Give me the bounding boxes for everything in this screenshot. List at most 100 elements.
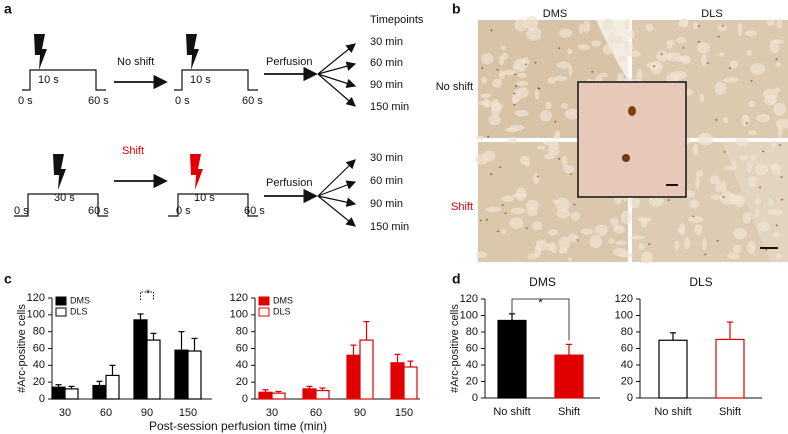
texture	[485, 206, 502, 212]
texture	[501, 204, 504, 206]
error-bar	[109, 364, 116, 376]
texture	[723, 165, 735, 171]
texture	[563, 164, 574, 174]
texture	[525, 199, 539, 211]
texture	[480, 93, 492, 99]
texture	[568, 65, 573, 77]
y-tick-label: 0	[242, 393, 248, 405]
texture	[608, 31, 615, 45]
texture	[573, 203, 576, 206]
texture	[560, 103, 569, 109]
texture	[667, 52, 672, 59]
x-tick-label: No shift	[493, 406, 530, 418]
bar	[187, 350, 202, 400]
texture	[775, 58, 778, 61]
timepoint: 150 min	[370, 221, 409, 233]
time-label: 60 s	[242, 95, 263, 107]
texture	[781, 198, 784, 201]
texture	[608, 238, 615, 245]
texture	[653, 65, 656, 67]
y-tick-label: 100	[615, 309, 633, 321]
texture	[771, 140, 776, 149]
significance: *	[146, 288, 151, 300]
texture	[547, 77, 557, 84]
texture	[650, 60, 663, 75]
texture	[732, 159, 737, 171]
texture	[762, 150, 765, 153]
texture	[513, 58, 528, 72]
texture	[682, 46, 685, 49]
timepoint: 60 min	[370, 57, 403, 69]
texture	[759, 186, 761, 189]
texture	[534, 89, 540, 100]
time-label: 0 s	[176, 205, 191, 217]
texture	[501, 195, 515, 202]
y-axis-label: #Arc-positive cells	[449, 304, 461, 393]
texture	[746, 160, 753, 173]
bar	[658, 339, 688, 399]
texture	[629, 196, 641, 209]
texture	[490, 173, 492, 175]
texture	[779, 144, 781, 147]
stimulus-bolt	[53, 154, 66, 190]
error-bar	[319, 387, 326, 391]
bar	[64, 388, 79, 400]
texture	[773, 102, 786, 116]
texture	[676, 37, 687, 44]
error-bar	[150, 332, 157, 341]
error-bar	[306, 385, 313, 389]
error-bar	[350, 344, 357, 356]
legend-label: DMS	[273, 295, 293, 305]
texture	[486, 218, 488, 221]
texture	[548, 229, 558, 236]
row-label: No shift	[436, 81, 473, 93]
texture	[515, 187, 527, 202]
texture	[501, 229, 507, 235]
texture	[727, 253, 741, 260]
significance: *	[538, 297, 543, 309]
texture	[620, 210, 632, 224]
texture	[754, 208, 760, 217]
cell	[628, 106, 636, 116]
texture	[542, 141, 559, 146]
texture	[750, 63, 766, 75]
texture	[745, 30, 758, 37]
x-tick-label: Shift	[719, 406, 741, 418]
texture	[677, 227, 685, 233]
error-bar	[137, 313, 144, 320]
error-bar	[191, 337, 198, 352]
texture	[532, 172, 540, 185]
error-bar	[262, 389, 269, 393]
texture	[609, 217, 619, 226]
legend-swatch	[55, 296, 67, 306]
y-tick-label: 120	[230, 292, 248, 304]
texture	[645, 23, 654, 32]
texture	[627, 29, 635, 39]
texture	[696, 41, 711, 54]
bar	[133, 319, 148, 400]
timepoint: 30 min	[370, 36, 403, 48]
texture	[558, 28, 573, 38]
texture	[613, 225, 623, 231]
texture	[737, 22, 743, 37]
bar	[51, 386, 66, 400]
texture	[629, 235, 645, 240]
fan-arrows	[317, 43, 357, 107]
x-tick-label: No shift	[654, 406, 691, 418]
y-tick-label: 120	[615, 293, 633, 305]
texture	[623, 40, 634, 53]
texture	[667, 199, 670, 201]
texture	[539, 109, 552, 122]
x-axis-label: Post-session perfusion time (min)	[149, 419, 327, 433]
significance-bracket	[140, 291, 154, 300]
texture	[510, 207, 526, 215]
texture	[648, 195, 664, 207]
texture	[545, 101, 552, 110]
y-tick-label: 120	[27, 292, 45, 304]
texture	[716, 239, 719, 242]
texture	[537, 145, 546, 150]
texture	[475, 135, 485, 140]
significance-bracket	[511, 298, 570, 341]
texture	[488, 114, 501, 126]
texture	[717, 24, 728, 32]
